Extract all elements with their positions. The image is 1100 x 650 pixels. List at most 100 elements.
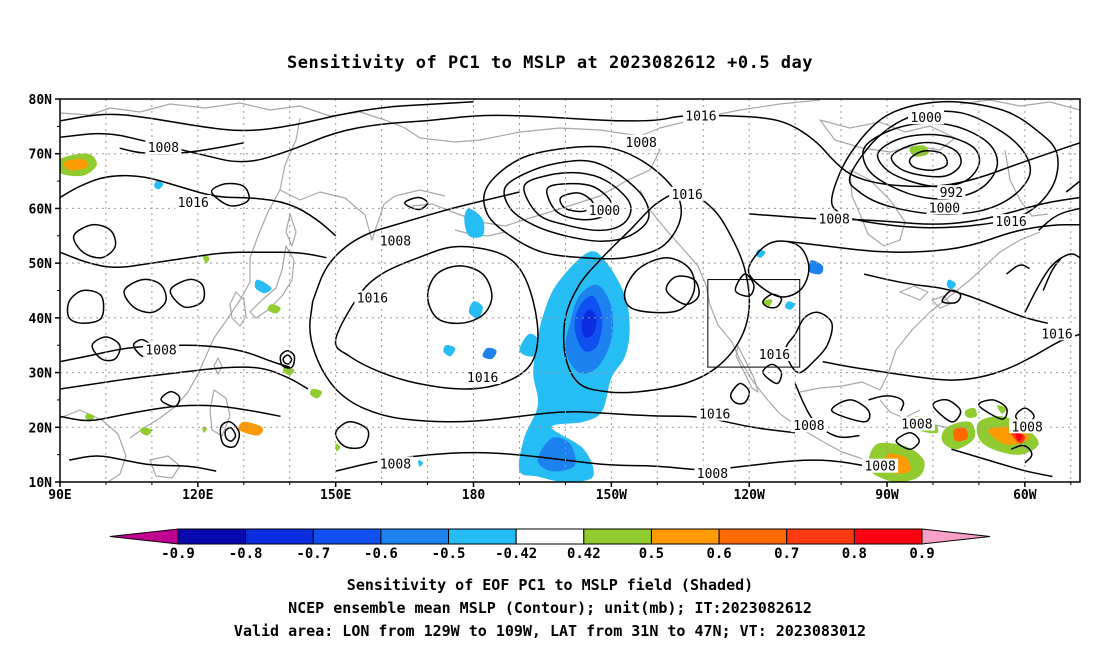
mslp-isobar	[160, 390, 181, 408]
mslp-isobar	[1024, 253, 1080, 313]
mslp-isobar	[749, 196, 1080, 225]
sensitivity-patch	[310, 388, 323, 399]
lat-tick-label: 60N	[29, 202, 53, 217]
mslp-isobar	[66, 289, 105, 325]
valid-area-box	[707, 279, 801, 368]
mslp-isobar	[169, 278, 206, 309]
mslp-isobar	[60, 114, 1080, 188]
mslp-isobar	[729, 382, 751, 405]
colorbar-segment	[177, 528, 247, 545]
contour-label: 1008	[145, 140, 182, 156]
sensitivity-patch	[964, 407, 978, 418]
coastline-sakhalin	[285, 213, 297, 247]
mslp-isobar	[762, 293, 783, 309]
mslp-isobar	[623, 256, 696, 314]
contour-label: 1000	[908, 110, 945, 126]
mslp-isobar	[941, 289, 962, 304]
mslp-isobar	[523, 171, 632, 232]
contour-label-text: 1008	[793, 419, 824, 434]
mslp-isobar	[978, 399, 1008, 420]
contour-label-bg	[937, 185, 966, 200]
colorbar-tick-label: -0.7	[296, 546, 330, 562]
mslp-isobar	[60, 100, 474, 132]
contour-label: 1016	[175, 194, 212, 211]
sensitivity-patch	[464, 208, 485, 238]
contour-label-text: 1016	[178, 196, 209, 211]
contour-label-text: 1008	[697, 467, 728, 482]
mslp-isobar	[1042, 257, 1063, 291]
sensitivity-patch	[784, 301, 796, 310]
contour-label-text: 1008	[380, 457, 411, 472]
mslp-isobar	[60, 251, 327, 268]
contour-label: 1008	[898, 416, 935, 433]
coastline-japan	[249, 245, 295, 319]
mslp-isobar	[123, 278, 167, 314]
mslp-isobar	[876, 133, 981, 188]
colorbar-segment	[380, 528, 450, 545]
colorbar-segment	[650, 528, 720, 545]
sensitivity-patch	[63, 158, 89, 171]
mslp-isobar	[562, 191, 751, 394]
caption-shading: Sensitivity of EOF PC1 to MSLP field (Sh…	[347, 576, 753, 594]
contour-label: 1008	[143, 342, 180, 359]
lat-tick-label: 10N	[29, 476, 53, 491]
coastline-korea	[229, 291, 247, 327]
coastline-philippines	[209, 389, 231, 437]
sensitivity-patch	[762, 299, 773, 307]
mslp-isobar	[60, 174, 337, 237]
contour-label-text: 1008	[901, 418, 932, 433]
contour-label-text: 1008	[148, 141, 179, 156]
sensitivity-patch	[1015, 432, 1023, 442]
mslp-isobar	[224, 426, 237, 442]
coastline-taiwan	[213, 357, 223, 375]
colorbar: -0.9 -0.8 -0.7 -0.6 -0.5 -0.42 0.42 0.5 0.6 0.7 0.…	[109, 528, 991, 562]
valid-area-rectangle	[707, 279, 801, 368]
latitude-axis: 80N 70N 60N 50N 40N 30N 20N 10N	[29, 93, 60, 491]
contour-label-bg	[926, 200, 963, 215]
mslp-isobar	[831, 399, 871, 423]
contour-label-text: 1016	[685, 110, 716, 125]
coastline-arctic-islands	[819, 119, 956, 153]
contour-label: 1008	[862, 458, 899, 475]
contour-label-text: 1016	[995, 215, 1026, 230]
contour-label: 1008	[377, 456, 414, 472]
colorbar-tick-label: -0.6	[364, 546, 398, 562]
contour-label-bg	[790, 418, 827, 433]
colorbar-tick-label: -0.9	[161, 546, 195, 562]
caption-contour: NCEP ensemble mean MSLP (Contour); unit(…	[288, 599, 812, 617]
contour-label-text: 1016	[699, 408, 730, 423]
sensitivity-patch	[254, 279, 272, 294]
lat-tick-label: 30N	[29, 367, 53, 382]
contour-label-text: 1008	[380, 234, 411, 249]
sensitivity-patch	[154, 181, 164, 190]
mslp-isobar	[483, 145, 683, 260]
contour-label-text: 1008	[819, 212, 850, 227]
contour-label-bg	[143, 342, 180, 357]
mslp-isobar	[69, 455, 217, 472]
mslp-isobar	[863, 273, 1048, 325]
contour-label-text: 992	[940, 186, 963, 201]
coastline-gulf	[799, 231, 1041, 393]
figure-title: Sensitivity of PC1 to MSLP at 2023082612…	[287, 53, 813, 73]
contour-label: 1016	[669, 186, 706, 203]
sensitivity-patch	[140, 427, 153, 436]
sensitivity-patch	[468, 301, 483, 319]
mslp-isobar	[830, 100, 1059, 229]
lon-tick-label: 150W	[596, 488, 627, 503]
sensitivity-patch	[952, 427, 969, 442]
colorbar-arrow-high	[921, 528, 991, 545]
mslp-isobar	[91, 336, 121, 362]
sensitivity-patch	[581, 309, 597, 338]
contour-label: 992	[937, 185, 966, 201]
contour-label-bg	[354, 290, 391, 305]
contour-label-bg	[464, 370, 501, 385]
colorbar-segment	[245, 528, 314, 545]
lon-tick-label: 60W	[1013, 488, 1037, 503]
colorbar-segment	[583, 528, 652, 545]
sensitivity-patch	[443, 345, 456, 357]
contour-label: 1008	[377, 233, 414, 249]
contour-label: 1008	[816, 211, 853, 227]
contour-label-text: 1016	[1041, 327, 1072, 342]
colorbar-segment	[312, 528, 382, 545]
